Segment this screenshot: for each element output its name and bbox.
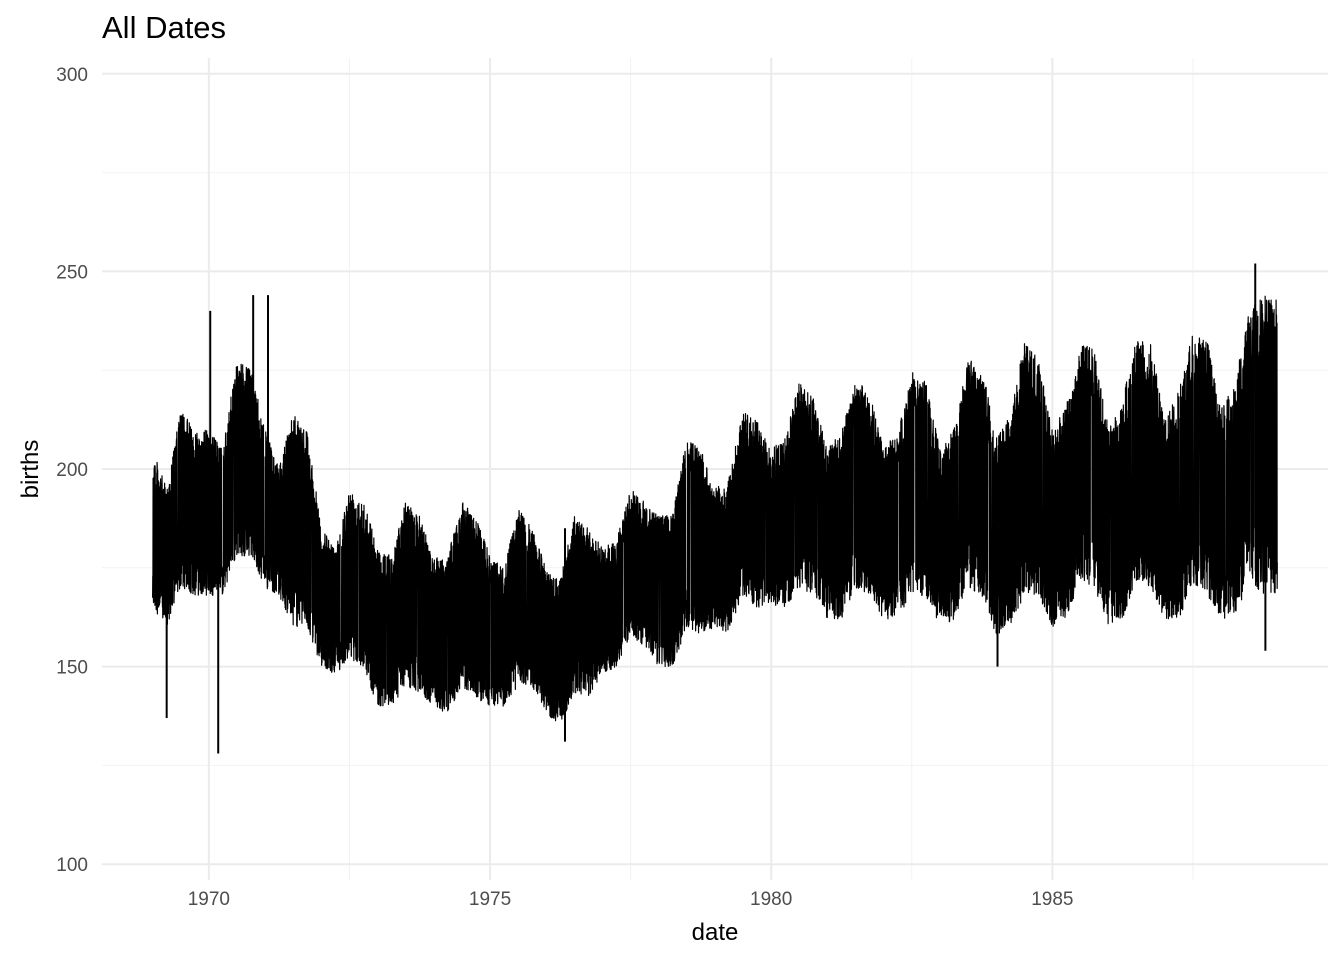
y-tick-label: 150 [56, 658, 88, 679]
x-tick-labels: 1970 1975 1980 1985 [188, 889, 1074, 910]
x-tick-label: 1975 [469, 889, 511, 910]
y-axis-title: births [17, 440, 44, 499]
x-axis-title: date [692, 919, 739, 946]
series-line-0 [152, 295, 1278, 722]
series-layer [152, 263, 1278, 754]
y-tick-label: 250 [56, 262, 88, 283]
y-tick-labels: 100 150 200 250 300 [56, 65, 88, 876]
x-tick-label: 1980 [750, 889, 792, 910]
y-tick-label: 100 [56, 855, 88, 876]
x-tick-label: 1985 [1031, 889, 1073, 910]
x-tick-label: 1970 [188, 889, 230, 910]
chart-title: All Dates [102, 10, 227, 45]
y-tick-label: 300 [56, 65, 88, 86]
y-tick-label: 200 [56, 460, 88, 481]
